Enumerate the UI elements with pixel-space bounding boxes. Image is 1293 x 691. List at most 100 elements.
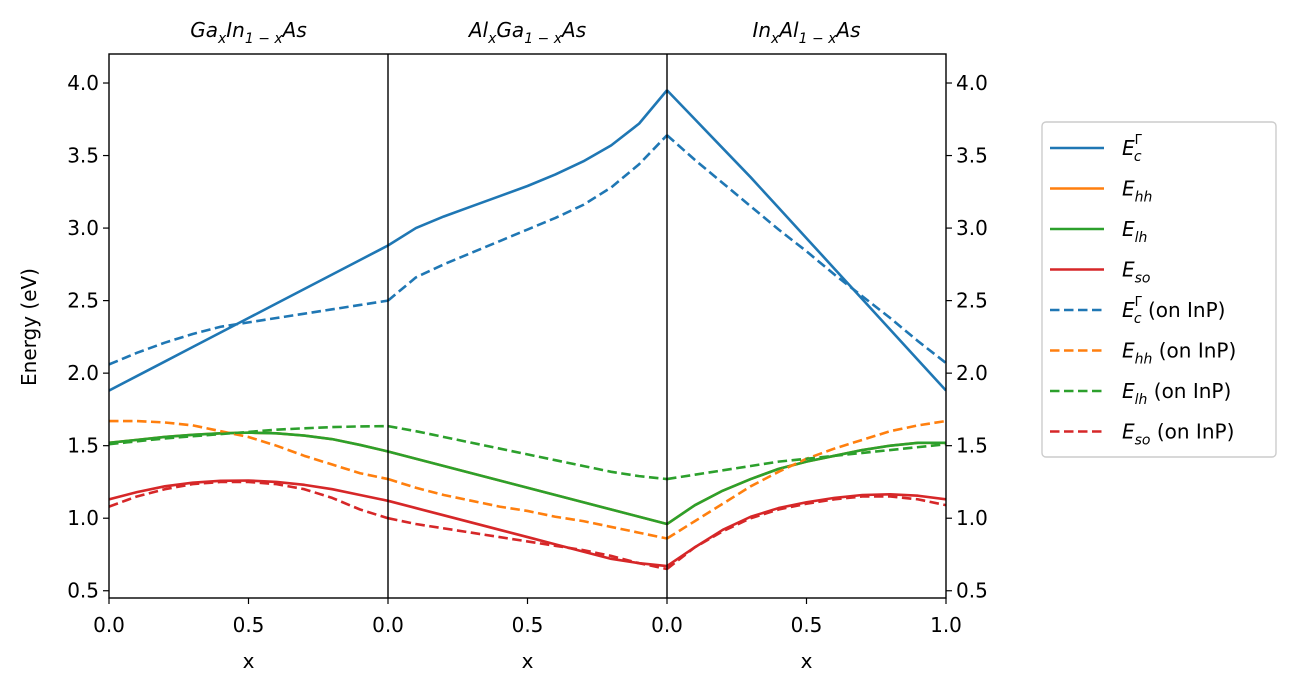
panel-title-part: In	[752, 18, 771, 42]
y-tick-label-left: 1.0	[67, 506, 99, 530]
legend-entry-label: Elh	[1122, 217, 1147, 246]
x-tick-label: 0.5	[233, 613, 265, 637]
y-tick-label-left: 0.5	[67, 579, 99, 603]
series-line-5-panel-2	[666, 419, 946, 540]
panel-title-part: Al	[467, 18, 489, 42]
series-line-7-panel-1	[387, 516, 668, 571]
series-line-2-panel-2	[666, 441, 946, 526]
panel-title-part: Ga	[496, 18, 524, 42]
y-tick-label-right: 3.0	[956, 216, 988, 240]
panel-title-part: Al	[777, 18, 799, 42]
y-tick-label-left: 3.0	[67, 216, 99, 240]
panel-title-part: 1 − x	[799, 31, 838, 47]
panel-title-part: 1 − x	[245, 31, 284, 47]
series-line-4-panel-2	[666, 134, 946, 365]
legend-label-suffix: (on InP)	[1151, 420, 1235, 444]
x-tick-label: 1.0	[930, 613, 962, 637]
series-line-2-panel-0	[109, 431, 389, 453]
legend-label-suffix: (on InP)	[1142, 298, 1226, 322]
x-axis-label: x	[522, 649, 534, 673]
legend-entry-label: Eso	[1122, 258, 1151, 287]
legend-entry-label: Ehh (on InP)	[1122, 339, 1236, 368]
y-tick-label-right: 3.5	[956, 144, 988, 168]
series-line-2-panel-1	[387, 450, 668, 526]
panel-title: GaxIn1 − xAs	[190, 18, 307, 47]
x-axis-label: x	[801, 649, 813, 673]
x-tick-label: 0.0	[93, 613, 125, 637]
legend-label-base: E	[1122, 136, 1135, 160]
series-line-3-panel-0	[109, 479, 389, 503]
series-line-5-panel-0	[109, 419, 389, 481]
series-line-5-panel-1	[387, 477, 668, 540]
legend-entry-label: EΓ c (on InP)	[1122, 295, 1225, 327]
legend-label-sub: hh	[1135, 352, 1153, 368]
series-line-7-panel-0	[109, 480, 389, 520]
legend-label-suffix: (on InP)	[1152, 339, 1236, 363]
panel-title-part: In	[226, 18, 245, 42]
series-line-3-panel-1	[387, 499, 668, 568]
y-tick-label-left: 1.5	[67, 434, 99, 458]
legend-entry-label: Eso (on InP)	[1122, 420, 1234, 449]
series-line-4-panel-0	[109, 299, 389, 366]
x-tick-label: 0.5	[512, 613, 544, 637]
series-line-7-panel-2	[666, 495, 946, 571]
legend-entry-label: Ehh	[1122, 177, 1152, 206]
y-tick-label-right: 4.0	[956, 71, 988, 95]
panel-title-part: 1 − x	[524, 31, 563, 47]
panel-title-part: As	[834, 18, 860, 42]
legend-label-sub: c	[1134, 311, 1142, 327]
series-line-0-panel-1	[387, 89, 668, 247]
y-tick-label-left: 3.5	[67, 144, 99, 168]
legend-label-sub: c	[1134, 149, 1142, 165]
legend-label-sub: lh	[1135, 392, 1148, 408]
panel-title-part: x	[770, 31, 780, 47]
series-line-0-panel-2	[666, 89, 946, 392]
y-tick-label-left: 2.0	[67, 361, 99, 385]
legend-label-sub: so	[1135, 433, 1151, 449]
panel-title: AlxGa1 − xAs	[467, 18, 586, 47]
panel-title-part: Ga	[190, 18, 218, 42]
y-axis-label: Energy (eV)	[17, 268, 41, 386]
series-layer	[109, 89, 946, 571]
series-line-6-panel-1	[387, 424, 668, 481]
x-tick-label: 0.5	[791, 613, 823, 637]
legend-label-sup: Γ	[1135, 133, 1143, 148]
panel-title: InxAl1 − xAs	[752, 18, 860, 47]
legend-label-suffix: (on InP)	[1147, 379, 1231, 403]
legend-label-base: E	[1122, 379, 1135, 403]
series-line-4-panel-1	[387, 134, 668, 302]
y-tick-label-right: 0.5	[956, 579, 988, 603]
legend-label-base: E	[1122, 217, 1135, 241]
legend-label-base: E	[1122, 177, 1135, 201]
series-line-6-panel-2	[666, 442, 946, 481]
legend-box	[1041, 121, 1277, 458]
legend-label-sub: lh	[1135, 230, 1148, 246]
panel-title-part: As	[560, 18, 586, 42]
panel-title-part: x	[487, 31, 497, 47]
series-line-0-panel-0	[109, 244, 389, 392]
legend-label-sup: Γ	[1135, 295, 1143, 310]
series-line-3-panel-2	[666, 492, 946, 568]
y-tick-label-right: 1.5	[956, 434, 988, 458]
legend-entry-label: Elh (on InP)	[1122, 379, 1231, 408]
y-tick-label-left: 2.5	[67, 289, 99, 313]
x-axis-label: x	[243, 649, 255, 673]
legend-label-base: E	[1122, 258, 1135, 282]
legend-label-base: E	[1122, 420, 1135, 444]
y-tick-label-right: 2.5	[956, 289, 988, 313]
legend-label-sub: hh	[1135, 190, 1153, 206]
panel-title-part: x	[217, 31, 227, 47]
y-tick-label-right: 1.0	[956, 506, 988, 530]
legend-label-base: E	[1122, 339, 1135, 363]
legend-label-base: E	[1122, 298, 1135, 322]
panel-title-part: As	[281, 18, 307, 42]
y-tick-label-right: 2.0	[956, 361, 988, 385]
y-tick-label-left: 4.0	[67, 71, 99, 95]
axes-layer: 0.5 0.5 1.0 1.0 1.5 1.5 2.0 2.0 2.5 2.5 3.0 3.0 3.5 3…	[67, 18, 988, 673]
legend-entry-label: EΓ c	[1122, 133, 1143, 165]
x-tick-label: 0.0	[372, 613, 404, 637]
x-tick-label: 0.0	[651, 613, 683, 637]
legend-label-sub: so	[1135, 271, 1151, 287]
